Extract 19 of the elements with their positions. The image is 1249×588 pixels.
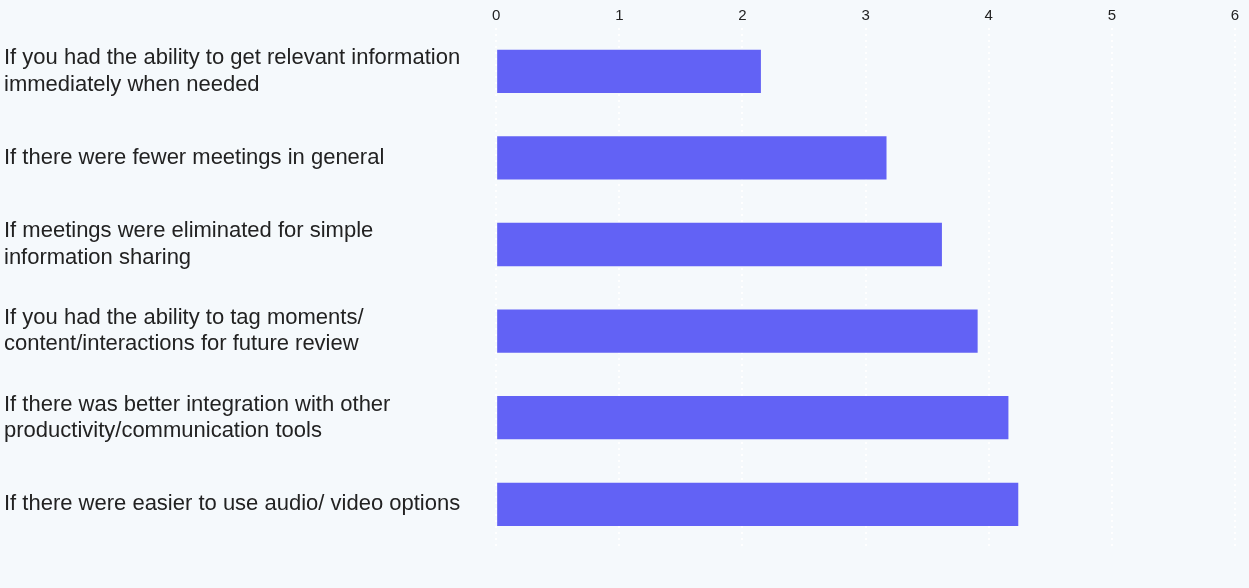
bar — [497, 482, 1019, 526]
y-tick-label: If there were fewer meetings in general — [4, 143, 385, 169]
bar — [497, 309, 978, 353]
bar — [497, 49, 761, 93]
y-tick-label: If meetings were eliminated for simple information sharing — [4, 217, 374, 269]
bar — [497, 222, 942, 267]
x-tick-label: 1 — [615, 6, 624, 24]
bar — [497, 136, 887, 180]
x-tick-label: 4 — [984, 6, 993, 24]
x-tick-label: 3 — [861, 6, 870, 24]
bar — [497, 396, 1009, 440]
y-tick-label: If there was better integration with other productivity/communication tools — [4, 390, 391, 442]
x-tick-label: 5 — [1107, 6, 1117, 24]
x-tick-label: 6 — [1230, 6, 1240, 24]
y-tick-label: If you had the ability to tag moments/ content/interactions for future review — [4, 303, 365, 356]
y-tick-label: If there were easier to use audio/ video options — [4, 490, 461, 516]
x-tick-label: 0 — [492, 6, 501, 24]
y-tick-label: If you had the ability to get relevant information immediately when needed — [4, 44, 461, 96]
x-tick-label: 2 — [738, 6, 747, 24]
